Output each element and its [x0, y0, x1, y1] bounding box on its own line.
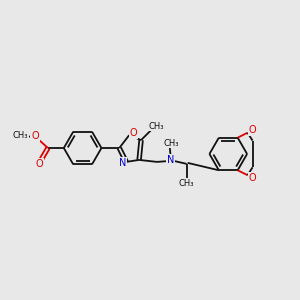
Text: O: O — [249, 173, 256, 183]
Text: O: O — [35, 159, 43, 169]
Text: O: O — [249, 125, 256, 135]
Text: O: O — [129, 128, 137, 138]
Text: O: O — [31, 131, 39, 141]
Text: N: N — [167, 155, 175, 165]
Text: CH₃: CH₃ — [148, 122, 164, 131]
Text: CH₃: CH₃ — [163, 139, 178, 148]
Text: N: N — [118, 158, 126, 168]
Text: CH₃: CH₃ — [179, 179, 194, 188]
Text: CH₃: CH₃ — [13, 130, 28, 140]
